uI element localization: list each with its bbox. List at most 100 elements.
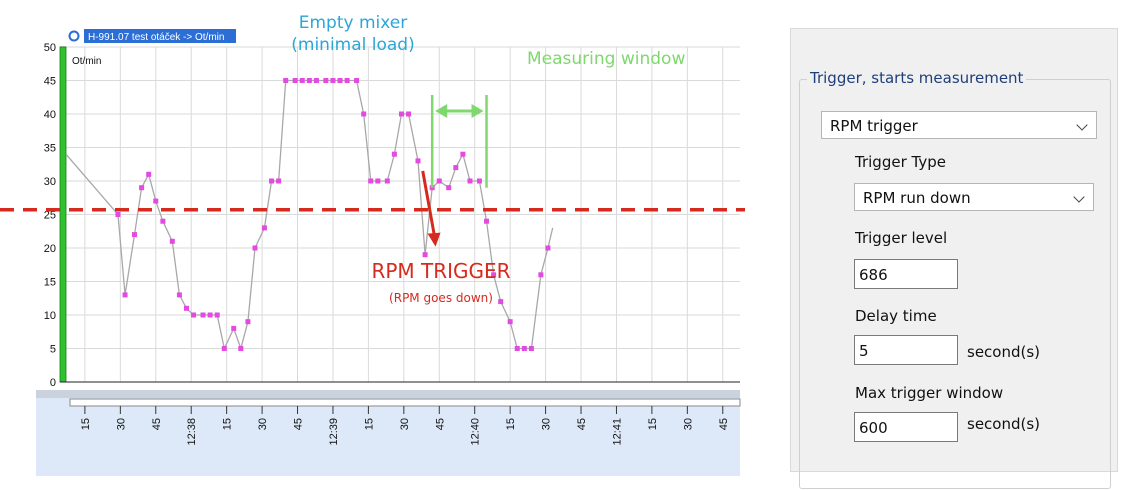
data-point (122, 292, 128, 298)
refresh-icon[interactable] (68, 30, 80, 42)
trigger-mode-value: RPM trigger (830, 117, 918, 135)
data-point (292, 78, 298, 83)
empty-mixer-line1: Empty mixer (298, 13, 408, 33)
trigger-arrow-head (427, 232, 441, 247)
data-point (153, 198, 159, 204)
y-tick-label: 0 (50, 377, 56, 389)
trigger-type-select[interactable]: RPM run down (854, 183, 1094, 211)
y-tick-label: 50 (44, 42, 56, 54)
trigger-mode-select[interactable]: RPM trigger (821, 111, 1097, 139)
data-point (146, 171, 152, 177)
chevron-down-icon (1076, 119, 1088, 131)
data-point (538, 272, 544, 278)
x-tick-label: 12:40 (470, 418, 482, 446)
chart-title: H-991.07 test otáček -> Ot/min (88, 32, 224, 43)
data-point (514, 346, 520, 351)
data-point (498, 299, 504, 305)
y-tick-label: 45 (44, 76, 56, 88)
data-point (384, 178, 390, 184)
data-point (183, 305, 189, 311)
data-point (476, 178, 482, 184)
x-tick-label: 45 (434, 418, 446, 430)
trigger-type-label: Trigger Type (855, 153, 946, 171)
chart-axes: 0 5 10 15 20 25 30 35 40 45 50 (44, 42, 740, 389)
data-point (306, 78, 312, 83)
y-tick-label: 20 (44, 243, 56, 255)
data-point (337, 78, 343, 83)
trigger-group-title: Trigger, starts measurement (807, 69, 1027, 87)
data-point (231, 325, 237, 331)
data-point (507, 319, 513, 325)
y-tick-label: 25 (44, 210, 56, 222)
x-tick-label: 15 (363, 418, 375, 430)
trigger-level-input[interactable]: 686 (854, 259, 958, 289)
max-window-label: Max trigger window (855, 384, 1004, 402)
level-bar (59, 46, 67, 383)
data-point (521, 346, 527, 351)
x-tick-label: 12:41 (611, 418, 623, 446)
chart-title-badge (84, 29, 236, 43)
data-point (391, 151, 397, 157)
data-point (252, 245, 258, 251)
x-tick-label: 45 (293, 418, 305, 430)
data-point (200, 312, 206, 318)
x-tick-label: 30 (541, 418, 553, 430)
empty-mixer-annotation: Empty mixer (minimal load) (288, 12, 418, 56)
data-point (484, 218, 490, 224)
data-point (299, 78, 305, 83)
time-axis-top-band (36, 390, 740, 398)
y-axis-unit-label: Ot/min (72, 56, 101, 67)
data-point (528, 346, 534, 351)
data-point (191, 312, 197, 318)
data-point (283, 78, 289, 83)
chart-grid (66, 46, 740, 383)
delay-time-unit: second(s) (967, 343, 1041, 361)
data-point (368, 178, 374, 184)
data-point (323, 78, 329, 83)
delay-time-label: Delay time (855, 307, 937, 325)
data-point (261, 225, 267, 231)
data-point (398, 111, 404, 117)
data-point (436, 178, 442, 184)
data-point (169, 238, 175, 244)
data-point (269, 178, 275, 184)
x-tick-label: 12:39 (328, 418, 340, 446)
chart-header: H-991.07 test otáček -> Ot/min Ot/min (68, 29, 236, 67)
time-axis[interactable]: 15 30 45 12:38 15 30 45 12:39 15 30 45 12:40 15 30 45 1… (36, 390, 741, 476)
max-window-input[interactable]: 600 (854, 412, 958, 442)
y-tick-label: 15 (44, 277, 56, 289)
y-tick-label: 40 (44, 109, 56, 121)
measuring-window-label: Measuring window (527, 49, 686, 69)
data-point (415, 158, 421, 164)
trigger-type-value: RPM run down (863, 189, 971, 207)
data-point (453, 165, 459, 171)
delay-time-input[interactable]: 5 (854, 335, 958, 365)
data-point (139, 185, 145, 191)
x-tick-label: 45 (718, 418, 730, 430)
data-point (245, 319, 251, 325)
x-tick-label: 45 (151, 418, 163, 430)
x-tick-label: 30 (682, 418, 694, 430)
chevron-down-icon (1073, 191, 1085, 203)
x-tick-label: 45 (576, 418, 588, 430)
x-tick-label: 15 (80, 418, 92, 430)
data-point (344, 78, 350, 83)
x-tick-label: 30 (257, 418, 269, 430)
data-point (467, 178, 473, 184)
rpm-series (66, 78, 554, 351)
data-point (545, 245, 551, 251)
data-point (238, 346, 244, 351)
data-point (446, 185, 452, 191)
x-tick-label: 30 (399, 418, 411, 430)
data-point (313, 78, 319, 83)
data-point (115, 212, 121, 217)
data-point (406, 111, 412, 117)
data-point (214, 312, 220, 318)
rpm-trigger-sublabel: (RPM goes down) (389, 291, 493, 305)
data-point (422, 252, 428, 258)
data-point (160, 218, 166, 224)
x-tick-label: 12:38 (186, 418, 198, 446)
data-point (207, 312, 213, 318)
y-tick-label: 35 (44, 143, 56, 155)
data-point (375, 178, 381, 184)
